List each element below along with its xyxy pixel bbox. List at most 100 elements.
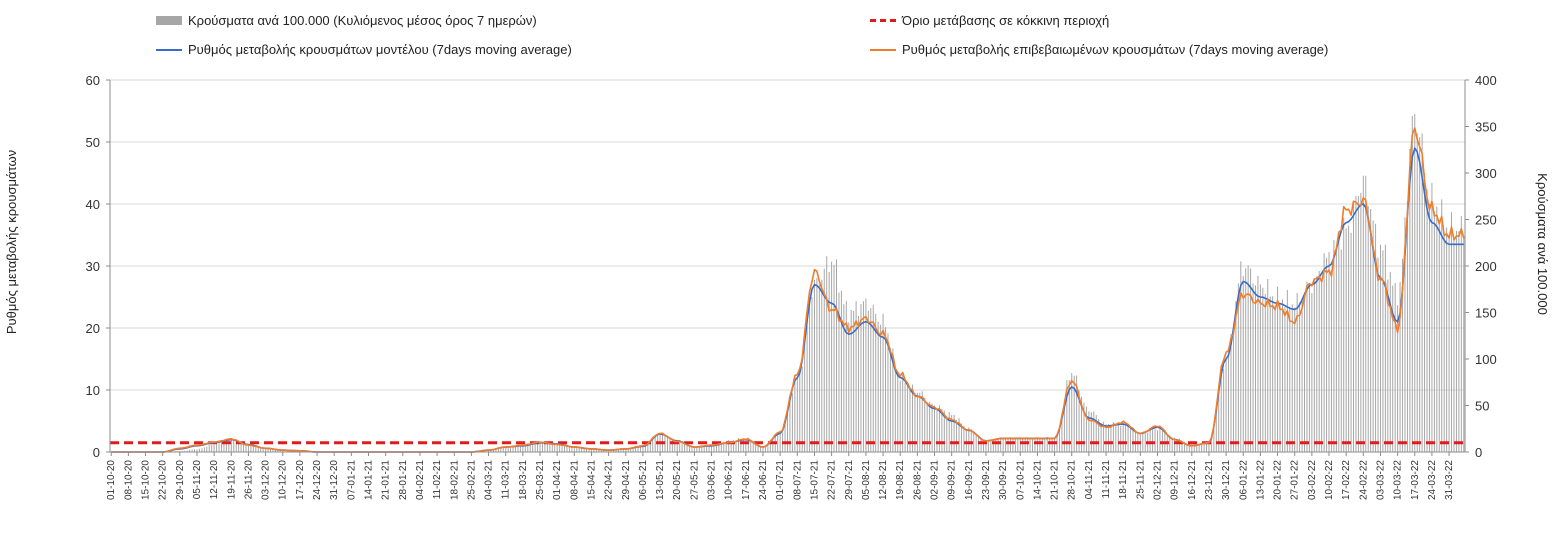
x-tick-label: 26-08-21 [912, 460, 923, 500]
x-tick-label: 10-03-22 [1393, 460, 1404, 500]
y-left-label: Ρυθμός μεταβολής κρουσμάτων [4, 150, 19, 334]
x-tick-label: 03-03-22 [1375, 460, 1386, 500]
x-tick-label: 10-06-21 [724, 460, 735, 500]
x-tick-label: 18-11-21 [1118, 460, 1129, 500]
legend-threshold-swatch [870, 19, 896, 22]
line-series [111, 127, 1465, 453]
x-tick-label: 13-05-21 [655, 460, 666, 500]
x-tick-label: 02-09-21 [930, 460, 941, 500]
bar-series [167, 113, 1465, 452]
y-left-tick-label: 0 [93, 445, 100, 460]
x-tick-label: 03-06-21 [707, 460, 718, 500]
gridlines [110, 79, 1465, 391]
x-tick-label: 14-01-21 [364, 460, 375, 500]
y-right-tick-label: 50 [1475, 399, 1489, 414]
x-tick-label: 14-10-21 [1032, 460, 1043, 500]
x-tick-label: 01-04-21 [552, 460, 563, 500]
legend-model-swatch [156, 48, 182, 51]
x-tick-label: 31-03-22 [1444, 460, 1455, 500]
x-tick-label: 24-03-22 [1427, 460, 1438, 500]
y-left-tick-label: 60 [86, 73, 100, 88]
x-tick-label: 17-03-22 [1410, 460, 1421, 500]
x-tick-label: 22-04-21 [604, 460, 615, 500]
x-tick-label: 15-04-21 [586, 460, 597, 500]
x-tick-label: 03-12-20 [261, 460, 272, 500]
x-tick-label: 28-10-21 [1067, 460, 1078, 500]
legend-model-label: Ρυθμός μεταβολής κρουσμάτων μοντέλου (7d… [188, 42, 572, 57]
legend-threshold: Όριο μετάβασης σε κόκκινη περιοχή [870, 13, 1109, 28]
x-tick-label: 30-09-21 [998, 460, 1009, 500]
x-tick-label: 21-01-21 [381, 460, 392, 500]
x-tick-label: 16-09-21 [964, 460, 975, 500]
x-tick-label: 11-11-21 [1101, 460, 1112, 499]
x-tick-label: 17-12-20 [295, 460, 306, 500]
x-tick-label: 01-10-20 [106, 460, 117, 500]
x-tick-label: 12-11-20 [209, 460, 220, 500]
x-tick-label: 27-05-21 [689, 460, 700, 500]
x-tick-label: 11-03-21 [501, 460, 512, 500]
x-tick-label: 07-10-21 [1015, 460, 1026, 500]
x-tick-label: 03-02-22 [1307, 460, 1318, 500]
x-tick-label: 17-02-22 [1341, 460, 1352, 500]
x-tick-label: 15-10-20 [141, 460, 152, 500]
y-right-tick-label: 350 [1475, 120, 1497, 135]
x-tick-label: 18-03-21 [518, 460, 529, 500]
y-right-tick-label: 150 [1475, 306, 1497, 321]
y-right-tick-label: 400 [1475, 73, 1497, 88]
x-tick-label: 21-10-21 [1050, 460, 1061, 500]
x-tick-label: 12-08-21 [878, 460, 889, 500]
x-tick-label: 22-10-20 [158, 460, 169, 500]
x-tick-label: 08-07-21 [792, 460, 803, 500]
y-left-tick-label: 10 [86, 383, 100, 398]
x-tick-label: 10-02-22 [1324, 460, 1335, 500]
x-tick-label: 19-11-20 [226, 460, 237, 500]
legend-confirmed: Ρυθμός μεταβολής επιβεβαιωμένων κρουσμάτ… [870, 42, 1328, 57]
x-tick-label: 31-12-20 [329, 460, 340, 500]
y-right-ticks: 0 50 100 150 200 250 300 350 400 [1465, 73, 1497, 460]
x-tick-label: 18-02-21 [449, 460, 460, 500]
x-tick-label: 25-11-21 [1135, 460, 1146, 500]
confirmed-rate-line [111, 127, 1465, 453]
x-tick-label: 11-02-21 [432, 460, 443, 500]
x-tick-label: 04-03-21 [484, 460, 495, 500]
x-tick-label: 17-06-21 [741, 460, 752, 500]
legend-model: Ρυθμός μεταβολής κρουσμάτων μοντέλου (7d… [156, 42, 572, 57]
x-tick-label: 04-11-21 [1084, 460, 1095, 500]
y-right-tick-label: 100 [1475, 352, 1497, 367]
x-tick-label: 06-05-21 [638, 460, 649, 500]
x-tick-label: 28-01-21 [398, 460, 409, 500]
x-tick-label: 09-09-21 [947, 460, 958, 500]
y-left-tick-label: 40 [86, 197, 100, 212]
y-left-tick-label: 30 [86, 259, 100, 274]
x-tick-label: 24-06-21 [758, 460, 769, 500]
y-left-ticks: 0 10 20 30 40 50 60 [86, 73, 110, 460]
x-tick-label: 29-10-20 [175, 460, 186, 500]
x-tick-label: 29-04-21 [621, 460, 632, 500]
x-tick-label: 30-12-21 [1221, 460, 1232, 500]
x-tick-label: 24-12-20 [312, 460, 323, 500]
x-tick-label: 20-01-22 [1273, 460, 1284, 500]
x-tick-label: 23-09-21 [981, 460, 992, 500]
x-tick-label: 07-01-21 [346, 460, 357, 500]
y-right-tick-label: 300 [1475, 166, 1497, 181]
x-tick-label: 13-01-22 [1255, 460, 1266, 500]
y-left-tick-label: 50 [86, 135, 100, 150]
y-right-tick-label: 0 [1475, 445, 1482, 460]
x-tick-label: 08-10-20 [123, 460, 134, 500]
x-tick-label: 25-02-21 [466, 460, 477, 500]
x-tick-label: 23-12-21 [1204, 460, 1215, 500]
x-tick-label: 09-12-21 [1170, 460, 1181, 500]
x-tick-label: 25-03-21 [535, 460, 546, 500]
legend-confirmed-swatch [870, 48, 896, 51]
x-tick-label: 04-02-21 [415, 460, 426, 500]
legend-bars: Κρούσματα ανά 100.000 (Κυλιόμενος μέσος … [156, 13, 537, 28]
x-tick-label: 08-04-21 [569, 460, 580, 500]
x-tick-label: 24-02-22 [1358, 460, 1369, 500]
legend-bar-swatch [156, 16, 182, 25]
x-tick-label: 10-12-20 [278, 460, 289, 500]
x-tick-label: 22-07-21 [827, 460, 838, 500]
y-right-tick-label: 250 [1475, 213, 1497, 228]
legend-bars-label: Κρούσματα ανά 100.000 (Κυλιόμενος μέσος … [188, 13, 537, 28]
x-tick-label: 02-12-21 [1152, 460, 1163, 500]
